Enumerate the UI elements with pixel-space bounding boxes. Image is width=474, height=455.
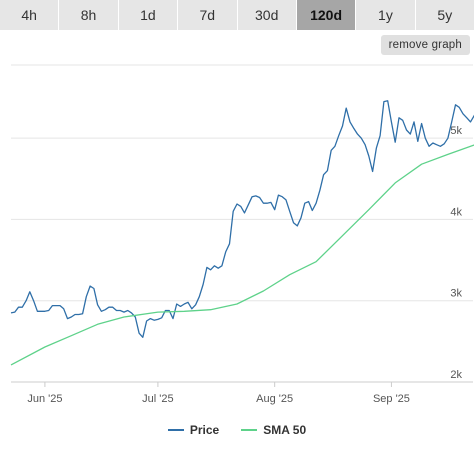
legend-swatch-sma [241, 429, 258, 431]
y-tick-label: 4k [450, 206, 462, 218]
x-tick-label: Sep '25 [373, 393, 410, 405]
y-tick-label: 5k [450, 125, 462, 137]
y-tick-label: 2k [450, 369, 462, 381]
x-tick-label: Aug '25 [256, 393, 293, 405]
tab-5y[interactable]: 5y [415, 0, 474, 30]
x-tick-label: Jul '25 [142, 393, 173, 405]
y-tick-label: 3k [450, 288, 462, 300]
sma-50-line [10, 144, 474, 366]
grid-lines [11, 64, 473, 383]
timeframe-tabs: 4h 8h 1d 7d 30d 120d 1y 5y [0, 0, 474, 30]
legend-swatch-price [167, 429, 184, 431]
tab-1d[interactable]: 1d [118, 0, 179, 30]
legend-item-price[interactable]: Price [167, 423, 220, 437]
remove-graph-button[interactable]: remove graph [380, 35, 470, 55]
tab-30d[interactable]: 30d [237, 0, 297, 30]
legend-label-sma: SMA 50 [263, 423, 307, 437]
tab-4h[interactable]: 4h [0, 0, 60, 30]
tab-7d[interactable]: 7d [178, 0, 238, 30]
legend-label-price: Price [189, 423, 220, 437]
x-tick-label: Jun '25 [27, 393, 62, 405]
chart-legend: Price SMA 50 [0, 420, 474, 440]
axis-labels: 2k 3k 4k 5k Jun '25 Jul '25 Aug '25 Sep '25 [27, 125, 462, 405]
tab-8h[interactable]: 8h [59, 0, 119, 30]
tab-1y[interactable]: 1y [356, 0, 416, 30]
tab-120d[interactable]: 120d [296, 0, 357, 30]
series-lines [10, 100, 474, 366]
price-line [10, 100, 474, 338]
legend-item-sma[interactable]: SMA 50 [241, 423, 306, 437]
